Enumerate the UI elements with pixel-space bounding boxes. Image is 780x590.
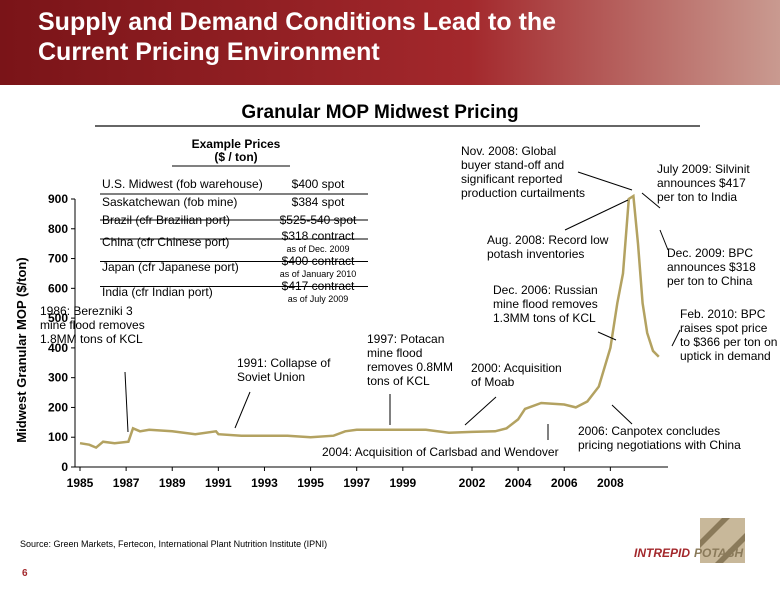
x-tick-label: 1999 [389,476,416,490]
table-cell: $400 contract [282,254,355,268]
annotation: uptick in demand [680,349,771,363]
logo-text: INTREPID [634,546,690,560]
y-tick-label: 100 [48,430,68,444]
table-cell: U.S. Midwest (fob warehouse) [102,177,263,191]
logo-text: POTASH [694,546,743,560]
x-tick-label: 1985 [67,476,94,490]
table-note: as of January 2010 [280,269,357,279]
source: Source: Green Markets, Fertecon, Interna… [20,539,327,549]
table-title: ($ / ton) [214,150,257,164]
logo-stripes [700,518,745,563]
annotation: 1986: Berezniki 3 [40,304,133,318]
annotation: July 2009: Silvinit [657,162,750,176]
table-cell: $384 spot [292,195,345,209]
table-note: as of Dec. 2009 [286,244,349,254]
x-tick-label: 1991 [205,476,232,490]
x-tick-label: 2008 [597,476,624,490]
annotation: Feb. 2010: BPC [680,307,766,321]
x-tick-label: 1995 [297,476,324,490]
annotation: announces $417 [657,176,746,190]
annotation: buyer stand-off and [461,158,564,172]
table-cell: Brazil (cfr Brazilian port) [102,213,230,227]
slide-title: Current Pricing Environment [38,38,380,66]
annotation-arrow [234,391,251,429]
x-tick-label: 1989 [159,476,186,490]
x-tick-label: 2004 [505,476,532,490]
slide-title: Supply and Demand Conditions Lead to the [38,8,556,36]
annotation: mine flood removes [493,297,598,311]
annotation: Dec. 2006: Russian [493,283,598,297]
table-note: as of July 2009 [288,294,349,304]
chart-title: Granular MOP Midwest Pricing [241,102,518,123]
table-cell: Japan (cfr Japanese port) [102,260,239,274]
y-tick-label: 700 [48,252,68,266]
annotation: Soviet Union [237,370,305,384]
annotation: 2004: Acquisition of Carlsbad and Wendov… [322,445,559,459]
annotation: 1.8MM tons of KCL [40,332,143,346]
annotation: production curtailments [461,186,585,200]
annotation: significant reported [461,172,562,186]
annotation-arrow [671,329,681,347]
annotation-arrow [597,331,617,341]
header-band [0,0,780,85]
table-cell: $400 spot [292,177,345,191]
annotation: raises spot price [680,321,768,335]
y-tick-label: 900 [48,192,68,206]
table-title: Example Prices [192,137,281,151]
annotation-arrow [659,229,669,251]
annotation-arrow [564,199,629,231]
price-line [79,193,660,450]
x-tick-label: 2002 [459,476,486,490]
annotation-arrow [577,171,633,191]
annotation: 2000: Acquisition [471,361,562,375]
x-tick-label: 2006 [551,476,578,490]
x-tick-label: 1993 [251,476,278,490]
annotation: per ton to China [667,274,753,288]
annotation: 1991: Collapse of [237,356,331,370]
table-cell: India (cfr Indian port) [102,285,213,299]
table-cell: China (cfr Chinese port) [102,235,229,249]
annotation-arrow [464,396,497,426]
table-cell: $318 contract [282,229,355,243]
y-tick-label: 600 [48,281,68,295]
annotation-arrow [641,192,661,209]
annotation: 2006: Canpotex concludes [578,424,720,438]
x-tick-label: 1997 [343,476,370,490]
y-axis-label: Midwest Granular MOP ($/ton) [14,257,29,442]
annotation: 1997: Potacan [367,332,444,346]
annotation: potash inventories [487,247,584,261]
annotation: mine flood [367,346,422,360]
annotation: removes 0.8MM [367,360,453,374]
annotation: Nov. 2008: Global [461,144,556,158]
y-tick-label: 200 [48,400,68,414]
annotation-arrow [611,404,633,425]
y-tick-label: 800 [48,222,68,236]
table-cell: $525-540 spot [280,213,357,227]
annotation: to $366 per ton on [680,335,777,349]
annotation: tons of KCL [367,374,430,388]
table-cell: $417 contract [282,279,355,293]
y-tick-label: 500 [48,311,68,325]
annotation: Dec. 2009: BPC [667,246,753,260]
table-cell: Saskatchewan (fob mine) [102,195,237,209]
annotation-arrow [124,371,129,433]
annotation: 1.3MM tons of KCL [493,311,596,325]
annotation: of Moab [471,375,515,389]
annotation: per ton to India [657,190,737,204]
annotation: announces $318 [667,260,756,274]
y-tick-label: 400 [48,341,68,355]
y-tick-label: 300 [48,371,68,385]
x-tick-label: 1987 [113,476,140,490]
annotation: Aug. 2008: Record low [487,233,609,247]
annotation: pricing negotiations with China [578,438,741,452]
page-number: 6 [22,568,28,579]
logo: INTREPID POTASH [634,518,745,563]
y-tick-label: 0 [61,460,68,474]
annotation: mine flood removes [40,318,145,332]
